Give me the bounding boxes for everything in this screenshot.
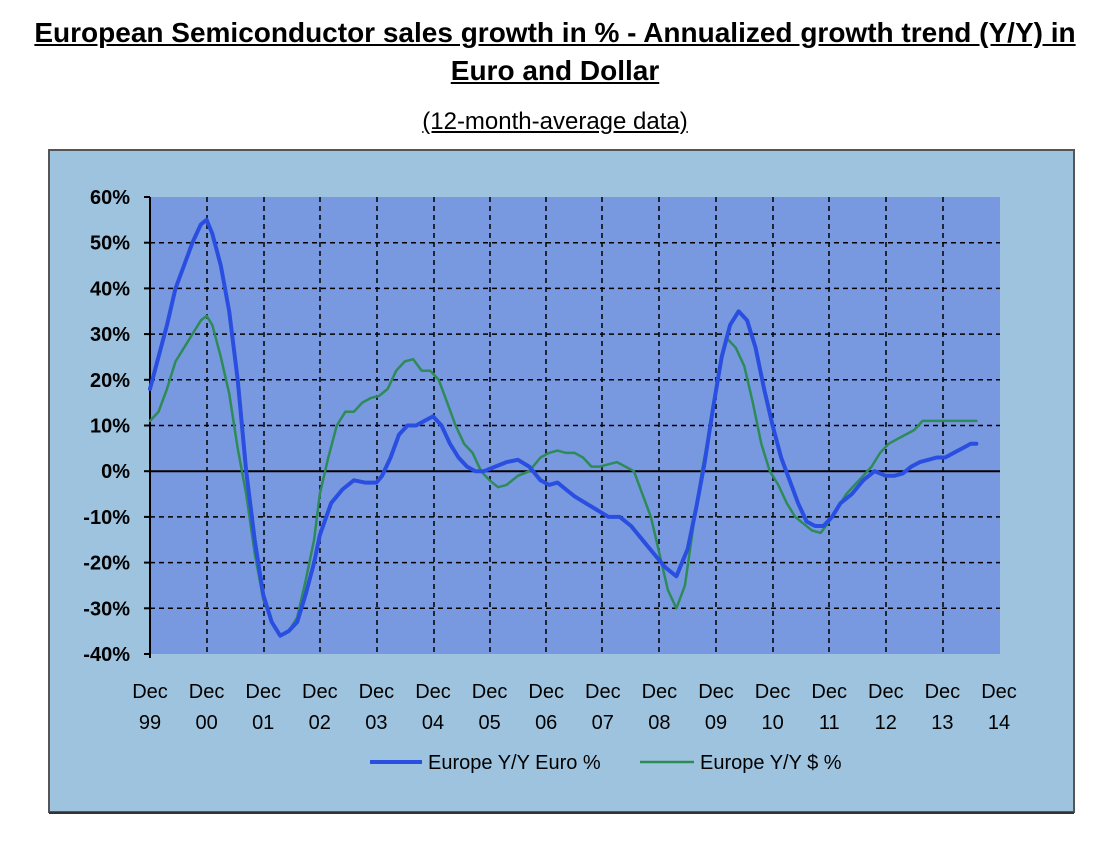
y-tick-label: -30% xyxy=(83,598,130,620)
x-tick-label-bottom: 08 xyxy=(648,712,670,734)
x-tick-label-top: Dec xyxy=(472,681,508,703)
x-tick-label-top: Dec xyxy=(585,681,621,703)
x-tick-label-bottom: 12 xyxy=(875,712,897,734)
x-tick-label-top: Dec xyxy=(925,681,961,703)
x-tick-label-bottom: 09 xyxy=(705,712,727,734)
x-tick-label-bottom: 06 xyxy=(535,712,557,734)
x-tick-label-top: Dec xyxy=(189,681,225,703)
x-tick-label-top: Dec xyxy=(755,681,791,703)
y-tick-label: 0% xyxy=(101,461,130,483)
legend-label: Europe Y/Y $ % xyxy=(700,752,842,774)
x-tick-label-top: Dec xyxy=(642,681,678,703)
x-tick-label-top: Dec xyxy=(698,681,734,703)
legend: Europe Y/Y Euro % Europe Y/Y $ % xyxy=(370,752,842,774)
y-tick-label: 30% xyxy=(90,324,130,346)
series-layer xyxy=(148,217,979,638)
x-tick-label-bottom: 02 xyxy=(309,712,331,734)
series-line-euro xyxy=(148,217,979,638)
x-tick-label-bottom: 10 xyxy=(761,712,783,734)
y-tick-label: 20% xyxy=(90,370,130,392)
x-tick-label-top: Dec xyxy=(132,681,168,703)
x-tick-label-bottom: 13 xyxy=(931,712,953,734)
x-tick-label-bottom: 04 xyxy=(422,712,444,734)
x-tick-label-top: Dec xyxy=(302,681,338,703)
x-tick-label-top: Dec xyxy=(245,681,281,703)
chart-title: European Semiconductor sales growth in %… xyxy=(0,14,1110,90)
x-axis: Dec 99 Dec 00 Dec 01 Dec 02 Dec 03 Dec 04 Dec 05 Dec 06… xyxy=(132,681,1017,734)
x-tick-label-bottom: 07 xyxy=(592,712,614,734)
y-tick-label: -20% xyxy=(83,553,130,575)
chart-subtitle-text: (12-month-average data) xyxy=(422,108,688,135)
x-tick-label-top: Dec xyxy=(415,681,451,703)
x-tick-label-bottom: 99 xyxy=(139,712,161,734)
y-tick-label: -10% xyxy=(83,507,130,529)
chart-title-text: European Semiconductor sales growth in %… xyxy=(34,17,1076,86)
x-tick-label-bottom: 14 xyxy=(988,712,1010,734)
x-tick-label-top: Dec xyxy=(359,681,395,703)
y-tick-label: -40% xyxy=(83,644,130,666)
x-tick-label-top: Dec xyxy=(811,681,847,703)
y-tick-label: 60% xyxy=(90,187,130,209)
x-tick-label-top: Dec xyxy=(868,681,904,703)
x-tick-label-bottom: 11 xyxy=(819,712,840,734)
x-tick-label-top: Dec xyxy=(528,681,564,703)
y-tick-label: 10% xyxy=(90,416,130,438)
legend-label: Europe Y/Y Euro % xyxy=(428,752,601,774)
y-tick-label: 40% xyxy=(90,278,130,300)
x-tick-label-top: Dec xyxy=(981,681,1017,703)
x-tick-label-bottom: 03 xyxy=(365,712,387,734)
x-tick-label-bottom: 05 xyxy=(478,712,500,734)
x-tick-label-bottom: 01 xyxy=(252,712,274,734)
x-tick-label-bottom: 00 xyxy=(195,712,217,734)
y-tick-label: 50% xyxy=(90,233,130,255)
y-axis: 60% 50% 40% 30% 20% 10% 0% -10% -20% -30% -40% xyxy=(83,187,150,666)
chart-subtitle: (12-month-average data) xyxy=(0,108,1110,136)
